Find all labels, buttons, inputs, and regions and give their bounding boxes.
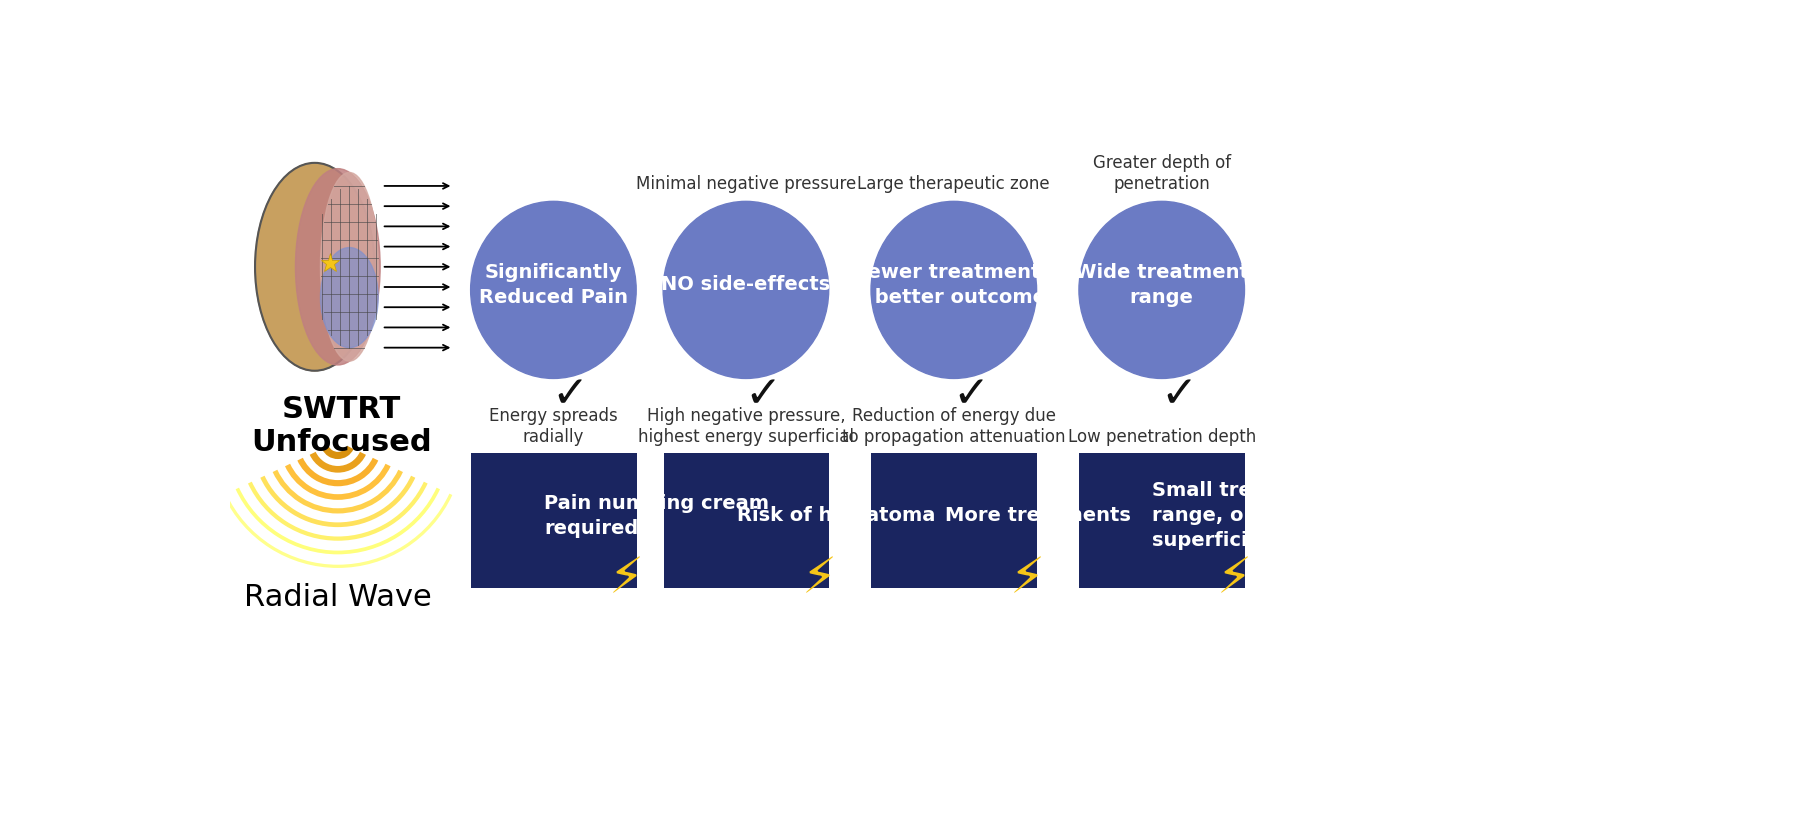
Text: Pain numbing cream
required: Pain numbing cream required <box>545 493 769 537</box>
FancyBboxPatch shape <box>1079 454 1245 588</box>
Text: ⚡: ⚡ <box>801 554 837 602</box>
Text: ✓: ✓ <box>745 373 781 416</box>
Text: High negative pressure,
highest energy superficial: High negative pressure, highest energy s… <box>639 406 853 445</box>
Text: ⚡: ⚡ <box>1218 554 1252 602</box>
Ellipse shape <box>321 248 379 348</box>
Text: More treatments: More treatments <box>945 505 1131 525</box>
Text: Energy spreads
radially: Energy spreads radially <box>489 406 617 445</box>
Ellipse shape <box>254 164 375 371</box>
Text: NO side-effects: NO side-effects <box>662 275 830 294</box>
Text: Low penetration depth: Low penetration depth <box>1068 428 1256 445</box>
Text: ✓: ✓ <box>552 373 588 416</box>
Text: Large therapeutic zone: Large therapeutic zone <box>857 175 1050 192</box>
Text: ⚡: ⚡ <box>1010 554 1045 602</box>
Text: ✓: ✓ <box>953 373 989 416</box>
Text: Reduction of energy due
to propagation attenuation: Reduction of energy due to propagation a… <box>842 406 1066 445</box>
Ellipse shape <box>664 202 828 379</box>
Text: Risk of hematoma: Risk of hematoma <box>736 505 934 525</box>
Text: Greater depth of
penetration: Greater depth of penetration <box>1093 154 1230 192</box>
FancyBboxPatch shape <box>664 454 830 588</box>
Text: Wide treatment
range: Wide treatment range <box>1075 262 1248 306</box>
Text: SWTRT
Unfocused: SWTRT Unfocused <box>251 395 431 457</box>
Text: Fewer treatments
& better outcomes: Fewer treatments & better outcomes <box>850 262 1057 306</box>
Ellipse shape <box>471 202 637 379</box>
Text: Minimal negative pressure: Minimal negative pressure <box>635 175 857 192</box>
FancyBboxPatch shape <box>471 454 637 588</box>
Ellipse shape <box>1079 202 1245 379</box>
Ellipse shape <box>296 170 381 365</box>
Text: Radial Wave: Radial Wave <box>244 583 431 612</box>
Text: Small treatment
range, only
superficial: Small treatment range, only superficial <box>1153 481 1331 550</box>
Text: ⚡: ⚡ <box>610 554 644 602</box>
Ellipse shape <box>871 202 1037 379</box>
Text: ✓: ✓ <box>1160 373 1198 416</box>
Text: Significantly
Reduced Pain: Significantly Reduced Pain <box>478 262 628 306</box>
FancyBboxPatch shape <box>871 454 1037 588</box>
Ellipse shape <box>321 174 379 362</box>
